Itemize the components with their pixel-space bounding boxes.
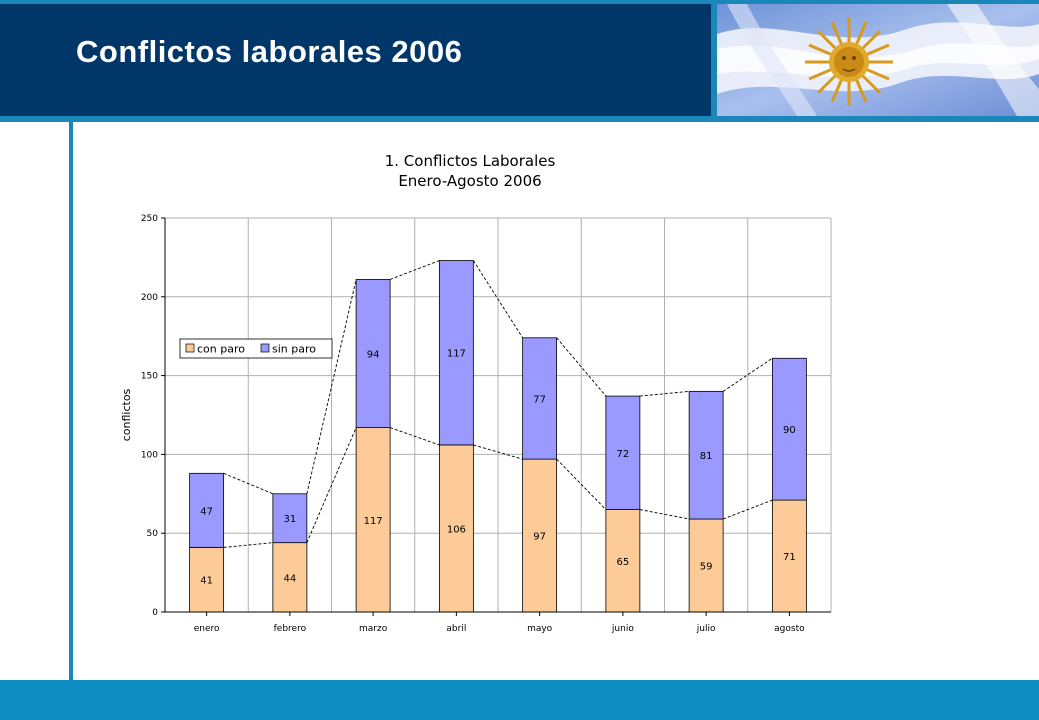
bar-sin-paro-enero <box>189 472 225 548</box>
data-label-con-paro: 59 <box>700 562 713 573</box>
data-label-sin-paro: 47 <box>200 506 213 517</box>
series-line-con-paro <box>223 427 773 548</box>
x-tick-label: junio <box>611 624 634 634</box>
legend-label-con-paro: con paro <box>197 343 245 356</box>
footer-bar <box>0 680 1039 720</box>
data-label-con-paro: 97 <box>533 532 546 543</box>
data-label-con-paro: 71 <box>783 552 796 563</box>
chart-gridlines <box>165 217 832 613</box>
data-label-sin-paro: 72 <box>617 449 630 460</box>
bar-con-paro-mayo <box>522 458 558 613</box>
bar-sin-paro-abril <box>438 260 474 446</box>
argentina-flag-graphic <box>717 4 1039 116</box>
y-axis-title: conflictos <box>120 388 133 441</box>
x-tick-label: marzo <box>359 624 388 634</box>
data-label-con-paro: 44 <box>284 573 297 584</box>
x-tick-label: julio <box>696 624 716 634</box>
data-label-sin-paro: 31 <box>284 514 297 525</box>
legend-label-sin-paro: sin paro <box>272 343 316 356</box>
data-label-sin-paro: 117 <box>447 349 466 360</box>
y-tick-label: 100 <box>141 450 158 460</box>
data-label-sin-paro: 81 <box>700 451 713 462</box>
bar-con-paro-abril <box>438 444 474 613</box>
series-line-sin-paro <box>223 260 773 495</box>
chart-title: 1. Conflictos Laborales <box>385 152 556 170</box>
chart-bars <box>189 260 807 613</box>
data-label-con-paro: 41 <box>200 576 213 587</box>
y-tick-label: 200 <box>141 293 158 303</box>
data-label-con-paro: 65 <box>617 557 630 568</box>
bar-sin-paro-febrero <box>272 493 308 544</box>
chart-legend: con paro sin paro <box>179 338 333 359</box>
bar-con-paro-julio <box>688 518 724 613</box>
header-bottom-line <box>0 116 1039 122</box>
bar-con-paro-agosto <box>771 499 807 613</box>
chart-series-lines <box>223 260 773 548</box>
y-tick-label: 0 <box>152 608 158 618</box>
y-tick-label: 150 <box>141 372 158 382</box>
legend-swatch-con-paro <box>185 343 195 353</box>
bar-sin-paro-junio <box>605 395 641 510</box>
slide-title: Conflictos laborales 2006 <box>76 34 463 69</box>
bar-con-paro-junio <box>605 509 641 613</box>
bar-sin-paro-mayo <box>522 337 558 460</box>
bar-sin-paro-agosto <box>771 357 807 501</box>
x-tick-label: abril <box>446 624 466 634</box>
argentina-flag-image <box>717 4 1039 116</box>
bar-sin-paro-marzo <box>355 279 391 429</box>
stacked-bar-chart: 1. Conflictos Laborales Enero-Agosto 200… <box>120 152 832 634</box>
data-label-sin-paro: 94 <box>367 350 380 361</box>
x-tick-label: mayo <box>527 624 553 634</box>
data-label-con-paro: 117 <box>364 516 383 527</box>
data-label-sin-paro: 90 <box>783 425 796 436</box>
chart-subtitle: Enero-Agosto 2006 <box>398 172 541 190</box>
data-label-sin-paro: 77 <box>533 394 546 405</box>
legend-box <box>179 338 333 359</box>
x-tick-label: agosto <box>774 624 805 634</box>
x-tick-label: enero <box>194 624 220 634</box>
left-vertical-rule <box>69 122 73 680</box>
top-accent-line <box>0 0 1039 4</box>
y-tick-label: 50 <box>147 529 159 539</box>
bar-con-paro-enero <box>189 546 225 613</box>
chart-axes: 0 50 100 150 200 250 enero febrero marzo abril may… <box>141 214 831 634</box>
bar-sin-paro-julio <box>688 390 724 520</box>
data-label-con-paro: 106 <box>447 524 466 535</box>
legend-swatch-sin-paro <box>260 343 270 353</box>
bar-con-paro-marzo <box>355 427 391 613</box>
x-tick-label: febrero <box>274 624 307 634</box>
title-banner: Conflictos laborales 2006 <box>0 4 711 116</box>
y-tick-label: 250 <box>141 214 158 224</box>
bar-con-paro-febrero <box>272 542 308 613</box>
chart-data-labels: 41 47 44 31 117 94 106 117 97 77 65 72 59 81 71 90 <box>200 349 795 587</box>
